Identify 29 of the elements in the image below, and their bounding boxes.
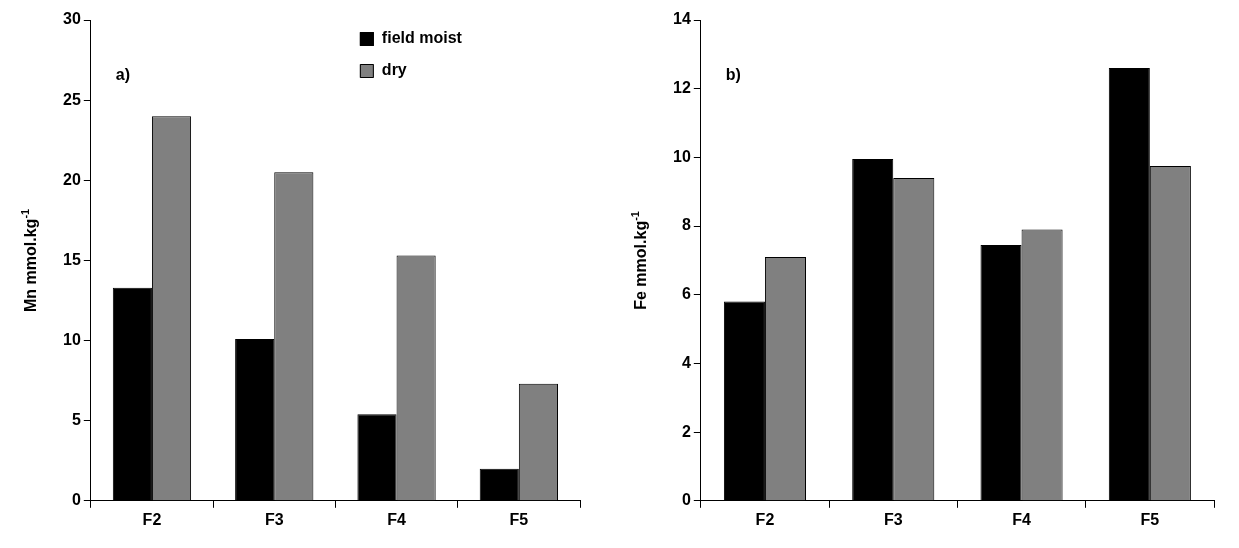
- y-tick-label: 10: [63, 330, 81, 348]
- y-tick-label: 4: [681, 353, 691, 371]
- y-axis-title: Fe mmol.kg-1: [628, 211, 649, 310]
- x-tick-label: F2: [142, 510, 162, 528]
- y-tick-label: 14: [673, 10, 691, 28]
- y-tick-label: 12: [673, 79, 691, 97]
- y-tick-label: 2: [681, 422, 691, 440]
- x-tick-label: F5: [1140, 510, 1160, 528]
- y-tick-label: 8: [681, 216, 691, 234]
- y-tick-label: 0: [681, 491, 691, 509]
- y-tick-label: 0: [71, 491, 81, 509]
- annotation: a): [115, 66, 131, 83]
- x-tick-label: F4: [387, 510, 406, 528]
- y-tick-label: 10: [673, 147, 691, 165]
- legend-label: dry: [381, 61, 407, 79]
- y-tick-label: 6: [681, 285, 691, 303]
- x-tick-label: F3: [264, 510, 284, 528]
- y-tick-label: 5: [71, 411, 81, 429]
- y-tick-label: 15: [63, 250, 81, 268]
- y-axis-title: Mn mmol.kg-1: [18, 208, 39, 312]
- y-tick-label: 25: [63, 90, 81, 108]
- x-tick-label: F3: [883, 510, 903, 528]
- y-tick-label: 20: [63, 170, 81, 188]
- x-tick-label: F2: [755, 510, 775, 528]
- y-tick-label: 30: [63, 10, 81, 28]
- legend-label: field moist: [381, 29, 463, 47]
- x-tick-label: F4: [1012, 510, 1031, 528]
- annotation: b): [725, 66, 741, 83]
- x-tick-label: F5: [509, 510, 529, 528]
